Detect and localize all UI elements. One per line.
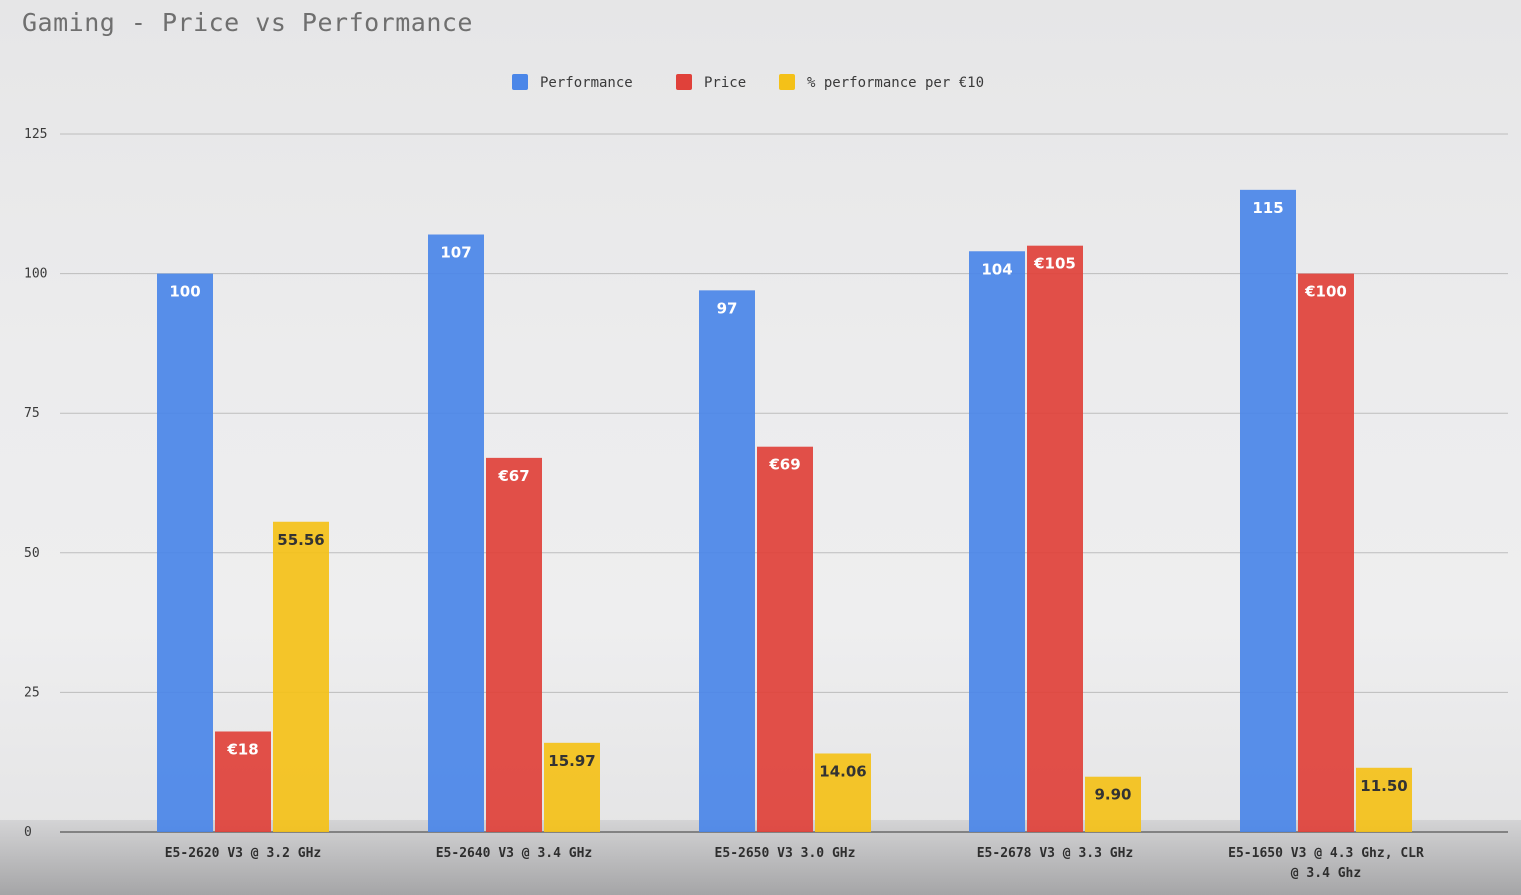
bar-price [486,457,542,832]
chart-title: Gaming - Price vs Performance [22,8,473,37]
data-label: 15.97 [548,752,595,770]
data-label: 107 [440,244,471,262]
x-category-label: E5-2640 V3 @ 3.4 GHz [436,846,593,861]
y-tick-label: 125 [24,127,47,142]
bar-performance [157,273,213,833]
bar--performance-per-10 [1356,767,1412,832]
data-label: €18 [226,740,258,758]
x-category-label: @ 3.4 Ghz [1291,866,1361,881]
data-label: 11.50 [1360,777,1407,795]
bar-performance [1240,189,1296,833]
bar-price [1027,245,1083,832]
x-category-label: E5-1650 V3 @ 4.3 Ghz, CLR [1228,846,1424,861]
data-label: 55.56 [277,531,324,549]
bar-price [757,446,813,832]
data-label: 9.90 [1094,786,1131,804]
y-axis-ticks: 0 25 50 75 100 125 [24,127,47,840]
bars [157,189,1412,833]
x-category-label: E5-2620 V3 @ 3.2 GHz [165,846,322,861]
data-label: €100 [1304,283,1347,301]
x-axis-categories: E5-2620 V3 @ 3.2 GHz E5-2640 V3 @ 3.4 GHz… [165,846,1424,881]
data-label: 100 [169,283,200,301]
y-tick-label: 0 [24,825,32,840]
legend-label: % performance per €10 [807,75,984,91]
legend-label: Price [704,75,746,91]
data-label: 14.06 [819,762,866,780]
legend: Performance Price % performance per €10 [512,74,984,91]
data-label: €105 [1033,255,1076,273]
bar-performance [428,234,484,833]
data-label: €67 [497,467,529,485]
bar--performance-per-10 [273,521,329,832]
bar-price [215,731,271,832]
legend-swatch [779,74,795,90]
data-label: €69 [768,456,800,474]
x-category-label: E5-2650 V3 3.0 GHz [715,846,856,861]
y-tick-label: 50 [24,546,40,561]
data-labels: 100 107 97 104 115 €18 €67 €69 €105 €100 55.56 15.9… [169,199,1407,804]
bar--performance-per-10 [544,742,600,832]
data-label: 97 [717,299,738,317]
data-label: 115 [1252,199,1283,217]
x-category-label: E5-2678 V3 @ 3.3 GHz [977,846,1134,861]
legend-label: Performance [540,75,633,91]
y-tick-label: 75 [24,406,40,421]
y-tick-label: 25 [24,685,40,700]
y-tick-label: 100 [24,267,47,282]
bar-performance [969,251,1025,832]
legend-swatch [676,74,692,90]
bar-price [1298,273,1354,833]
bar--performance-per-10 [815,753,871,832]
legend-swatch [512,74,528,90]
bar-performance [699,290,755,832]
data-label: 104 [981,260,1012,278]
bar--performance-per-10 [1085,776,1141,832]
